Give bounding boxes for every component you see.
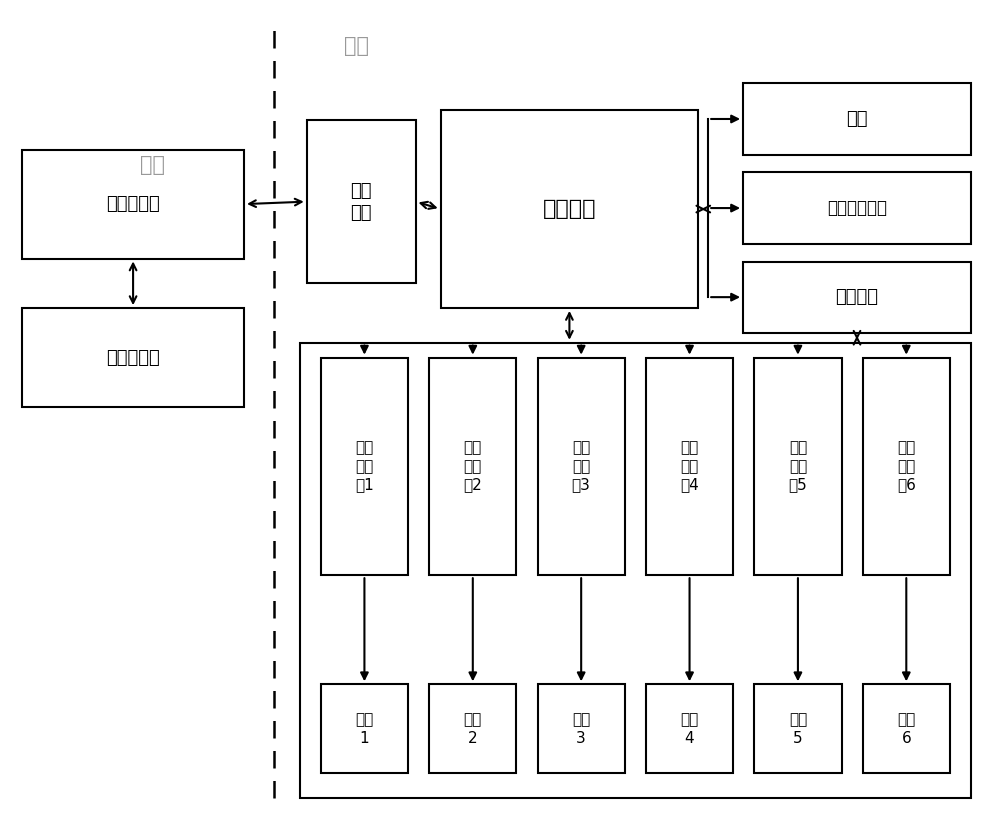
Bar <box>321 358 408 575</box>
Text: 电子
调速
器4: 电子 调速 器4 <box>680 440 699 493</box>
Text: 电子
调速
器6: 电子 调速 器6 <box>897 440 916 493</box>
Text: 电机
1: 电机 1 <box>355 712 374 745</box>
Text: 电子
调速
器1: 电子 调速 器1 <box>355 440 374 493</box>
Bar <box>646 358 733 575</box>
Bar <box>863 684 950 773</box>
Text: 水面计算机: 水面计算机 <box>106 349 160 367</box>
Text: 水面: 水面 <box>140 154 165 175</box>
Bar <box>441 110 698 308</box>
Bar <box>429 684 516 773</box>
Bar <box>646 684 733 773</box>
Bar <box>754 684 842 773</box>
Text: 电子
调速
器3: 电子 调速 器3 <box>572 440 591 493</box>
Text: 水下: 水下 <box>344 36 369 56</box>
Text: 安全检测模块: 安全检测模块 <box>827 199 887 217</box>
Bar <box>743 261 971 333</box>
Bar <box>743 83 971 154</box>
Bar <box>22 150 244 258</box>
Bar <box>538 684 625 773</box>
Bar <box>307 120 416 283</box>
Bar <box>300 342 971 798</box>
Bar <box>22 308 244 407</box>
Text: 数据
模块: 数据 模块 <box>350 181 372 221</box>
Text: 水面控制箱: 水面控制箱 <box>106 195 160 213</box>
Bar <box>538 358 625 575</box>
Text: 电机
2: 电机 2 <box>464 712 482 745</box>
Bar <box>429 358 516 575</box>
Text: 主控模块: 主控模块 <box>543 199 596 219</box>
Bar <box>321 684 408 773</box>
Text: 电源: 电源 <box>846 110 868 128</box>
Bar <box>863 358 950 575</box>
Text: 电机
5: 电机 5 <box>789 712 807 745</box>
Bar <box>754 358 842 575</box>
Text: 电机
3: 电机 3 <box>572 712 590 745</box>
Bar <box>743 172 971 243</box>
Text: 电子
调速
器5: 电子 调速 器5 <box>789 440 807 493</box>
Text: 电机
6: 电机 6 <box>897 712 915 745</box>
Text: 电子
调速
器2: 电子 调速 器2 <box>463 440 482 493</box>
Text: 传感器组: 传感器组 <box>836 288 879 306</box>
Text: 电机
4: 电机 4 <box>680 712 699 745</box>
